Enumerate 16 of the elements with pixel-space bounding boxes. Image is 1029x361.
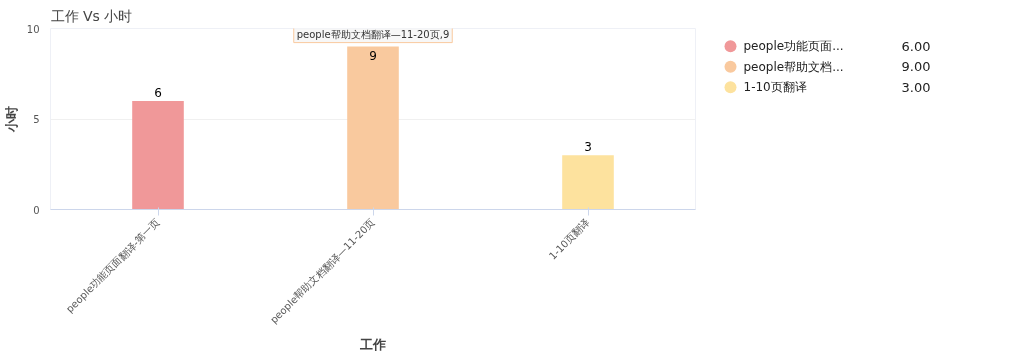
data-label: 9	[369, 48, 377, 63]
text: 3.00	[901, 79, 931, 95]
y-axis-title: 小时	[3, 106, 19, 133]
y-tick-label: 10	[26, 23, 40, 35]
data-label: 3	[584, 140, 592, 155]
x-axis-title: 工作	[359, 337, 386, 353]
y-tick-label: 0	[33, 204, 40, 216]
y-tick-label: 5	[33, 114, 40, 125]
legend-label: 1-10页翻译	[743, 80, 807, 95]
chart-title: 工作 Vs 小时	[50, 7, 133, 24]
legend-label: people功能页面...	[743, 39, 844, 54]
legend-label: people帮助文档...	[743, 59, 844, 74]
text: 9.00	[901, 59, 931, 75]
annotation: people帮助文档翻译—11-20页,9	[296, 28, 450, 40]
data-label: 6	[154, 85, 162, 100]
text: 6.00	[901, 38, 931, 54]
